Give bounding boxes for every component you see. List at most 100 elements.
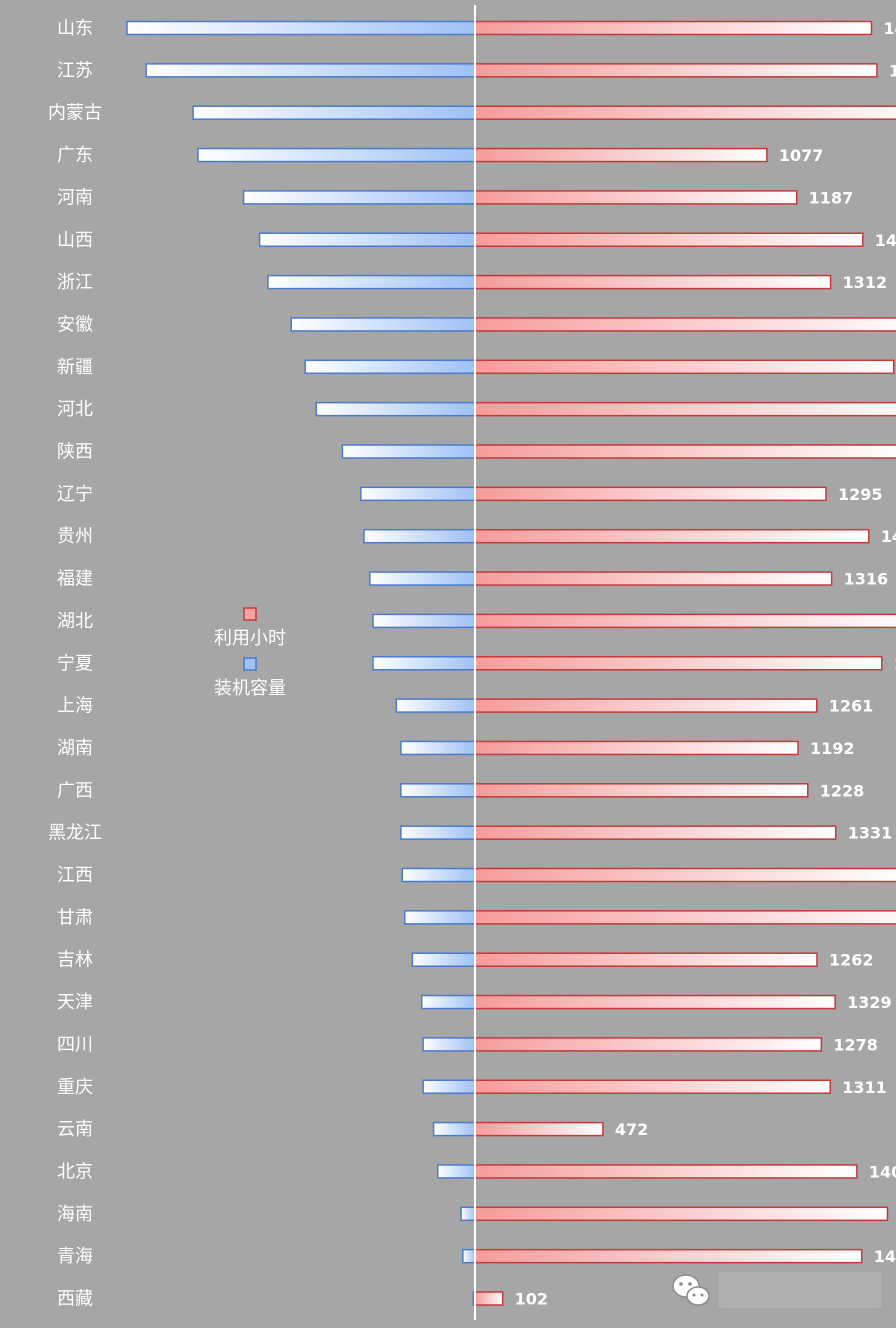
capacity-bar (403, 910, 476, 925)
value-label: 1483 (889, 61, 896, 80)
category-label: 北京 (57, 1161, 93, 1182)
category-label: 广西 (57, 780, 93, 801)
capacity-bar (400, 825, 476, 840)
value-label: 1192 (810, 739, 855, 758)
utilization-bar (474, 1291, 504, 1306)
utilization-bar (474, 1206, 889, 1222)
capacity-bar (437, 1164, 476, 1179)
utilization-bar (474, 147, 768, 163)
value-label: 1262 (829, 951, 874, 970)
wechat-icon (672, 1272, 882, 1308)
utilization-bar (474, 1079, 832, 1094)
value-label: 1453 (881, 527, 896, 546)
capacity-bar (372, 656, 476, 671)
category-label: 江西 (57, 865, 93, 886)
utilization-bar (474, 274, 832, 290)
category-label: 宁夏 (57, 653, 93, 674)
category-label: 新疆 (57, 357, 93, 378)
utilization-bar (474, 190, 798, 205)
utilization-bar (474, 1248, 863, 1264)
category-label: 湖北 (57, 611, 93, 632)
value-labels: 1463148316841077118714311312164415451645… (515, 19, 896, 1309)
capacity-bar (290, 317, 476, 332)
category-labels: 山东江苏内蒙古广东河南山西浙江安徽新疆河北陕西辽宁贵州福建湖北宁夏上海湖南广西黑… (48, 18, 102, 1310)
utilization-bar (474, 401, 896, 417)
utilization-bar (474, 359, 895, 375)
capacity-bar (145, 63, 476, 78)
value-label: 1261 (829, 697, 874, 716)
category-label: 吉林 (57, 950, 93, 971)
category-label: 重庆 (57, 1077, 93, 1098)
value-label: 1331 (848, 824, 893, 843)
value-label: 1187 (809, 188, 854, 207)
value-label: 1427 (874, 1247, 896, 1266)
utilization-bar (474, 1037, 823, 1052)
utilization-bar (474, 656, 883, 671)
legend-swatch-hours (243, 607, 257, 621)
value-label: 1312 (843, 273, 888, 292)
category-label: 青海 (57, 1246, 93, 1267)
utilization-bar (474, 571, 833, 586)
value-label: 1311 (842, 1078, 887, 1097)
value-label: 102 (515, 1290, 548, 1309)
capacity-bar (126, 20, 476, 36)
category-label: 河南 (57, 187, 93, 208)
utilization-bar (474, 317, 896, 332)
value-label: 1329 (847, 993, 892, 1012)
category-label: 西藏 (57, 1289, 93, 1310)
utilization-bar (474, 486, 827, 502)
capacity-bar (372, 613, 476, 629)
utilization-bar (474, 444, 896, 459)
value-label: 1278 (833, 1035, 878, 1054)
legend-label-hours: 利用小时 (214, 628, 286, 649)
category-label: 河北 (57, 399, 93, 420)
value-label: 1431 (875, 231, 896, 250)
capacity-bar (369, 571, 476, 586)
value-label: 1228 (820, 781, 865, 800)
legend-swatch-capacity (243, 657, 257, 671)
category-label: 黑龙江 (48, 823, 102, 844)
capacity-bar (422, 1079, 476, 1094)
value-label: 1501 (894, 654, 896, 673)
capacity-bar (304, 359, 476, 375)
category-label: 四川 (57, 1034, 93, 1055)
capacity-bar (401, 867, 476, 883)
category-label: 山东 (57, 18, 93, 39)
capacity-bar (400, 740, 476, 756)
utilization-bar (474, 740, 799, 756)
utilization-bar (474, 994, 836, 1010)
category-label: 天津 (57, 992, 93, 1013)
utilization-bar (474, 528, 870, 544)
utilization-bar (474, 63, 878, 78)
category-label: 山西 (57, 230, 93, 251)
utilization-bars (474, 20, 896, 1306)
utilization-bar (474, 613, 896, 629)
category-label: 安徽 (57, 314, 93, 335)
capacity-bar (395, 698, 476, 713)
category-label: 福建 (57, 569, 93, 590)
category-label: 陕西 (57, 442, 93, 463)
utilization-bar (474, 232, 864, 247)
category-label: 广东 (57, 145, 93, 166)
utilization-bar (474, 952, 818, 967)
capacity-bar (363, 528, 476, 544)
category-label: 贵州 (57, 526, 93, 547)
category-label: 上海 (57, 696, 93, 717)
capacity-bar (422, 1037, 476, 1052)
category-label: 云南 (57, 1119, 93, 1140)
category-label: 江苏 (57, 60, 93, 81)
utilization-bar (474, 825, 837, 840)
capacity-bar (432, 1121, 476, 1137)
legend: 利用小时 装机容量 (214, 607, 286, 699)
category-label: 辽宁 (57, 484, 93, 505)
value-label: 1463 (883, 19, 896, 38)
capacity-bar (341, 444, 476, 459)
utilization-bar (474, 783, 809, 798)
capacity-bar (258, 232, 476, 247)
utilization-bar (474, 105, 896, 120)
capacity-bar (242, 190, 476, 205)
value-label: 1409 (869, 1162, 896, 1181)
utilization-bar (474, 20, 873, 36)
value-label: 1295 (838, 485, 883, 504)
capacity-bar (360, 486, 476, 502)
